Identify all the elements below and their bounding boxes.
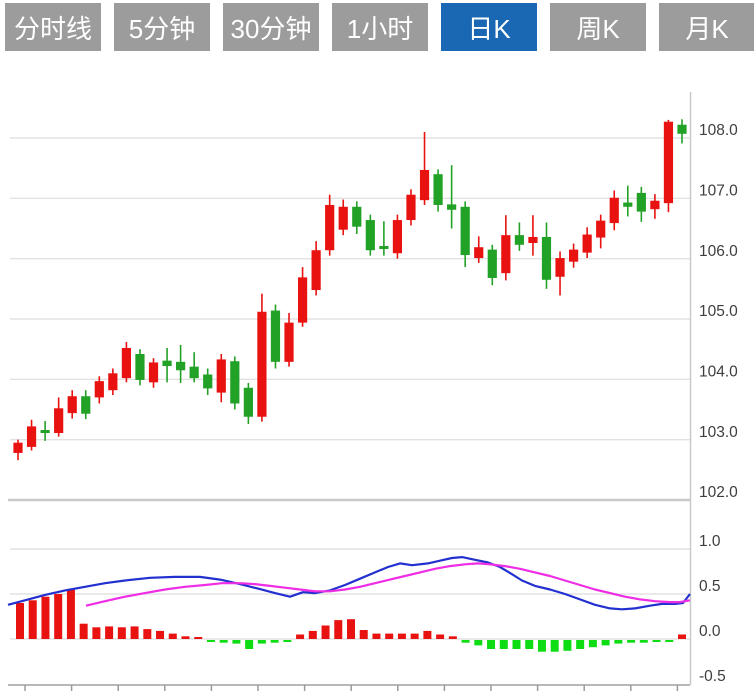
tab-分时线[interactable]: 分时线: [5, 3, 101, 51]
svg-text:1.0: 1.0: [699, 533, 721, 550]
svg-text:102.0: 102.0: [699, 484, 738, 501]
tab-1小时[interactable]: 1小时: [332, 3, 428, 51]
macd-axis-labels: 1.0 0.5 0.0 -0.5: [699, 533, 726, 685]
price-axis-labels: 108.0 107.0 106.0 105.0 104.0 103.0 102.0: [699, 122, 738, 501]
macd-histogram: [16, 589, 686, 652]
candlestick-series: [13, 119, 687, 461]
tab-5分钟[interactable]: 5分钟: [114, 3, 210, 51]
dea-line: [85, 562, 691, 607]
svg-text:106.0: 106.0: [699, 243, 738, 260]
svg-text:-0.5: -0.5: [699, 668, 726, 685]
svg-text:103.0: 103.0: [699, 424, 738, 441]
x-axis: [8, 684, 690, 691]
tab-日K[interactable]: 日K: [441, 3, 537, 51]
tab-月K[interactable]: 月K: [659, 3, 754, 51]
dif-line: [7, 555, 691, 611]
svg-text:104.0: 104.0: [699, 363, 738, 380]
svg-text:108.0: 108.0: [699, 122, 738, 139]
interval-tab-bar: 分时线 5分钟 30分钟 1小时 日K 周K 月K: [5, 3, 754, 51]
tab-周K[interactable]: 周K: [550, 3, 646, 51]
tab-30分钟[interactable]: 30分钟: [223, 3, 319, 51]
svg-text:107.0: 107.0: [699, 182, 738, 199]
svg-text:0.5: 0.5: [699, 578, 721, 595]
svg-text:105.0: 105.0: [699, 303, 738, 320]
price-gridlines: [8, 137, 690, 502]
svg-text:0.0: 0.0: [699, 623, 721, 640]
